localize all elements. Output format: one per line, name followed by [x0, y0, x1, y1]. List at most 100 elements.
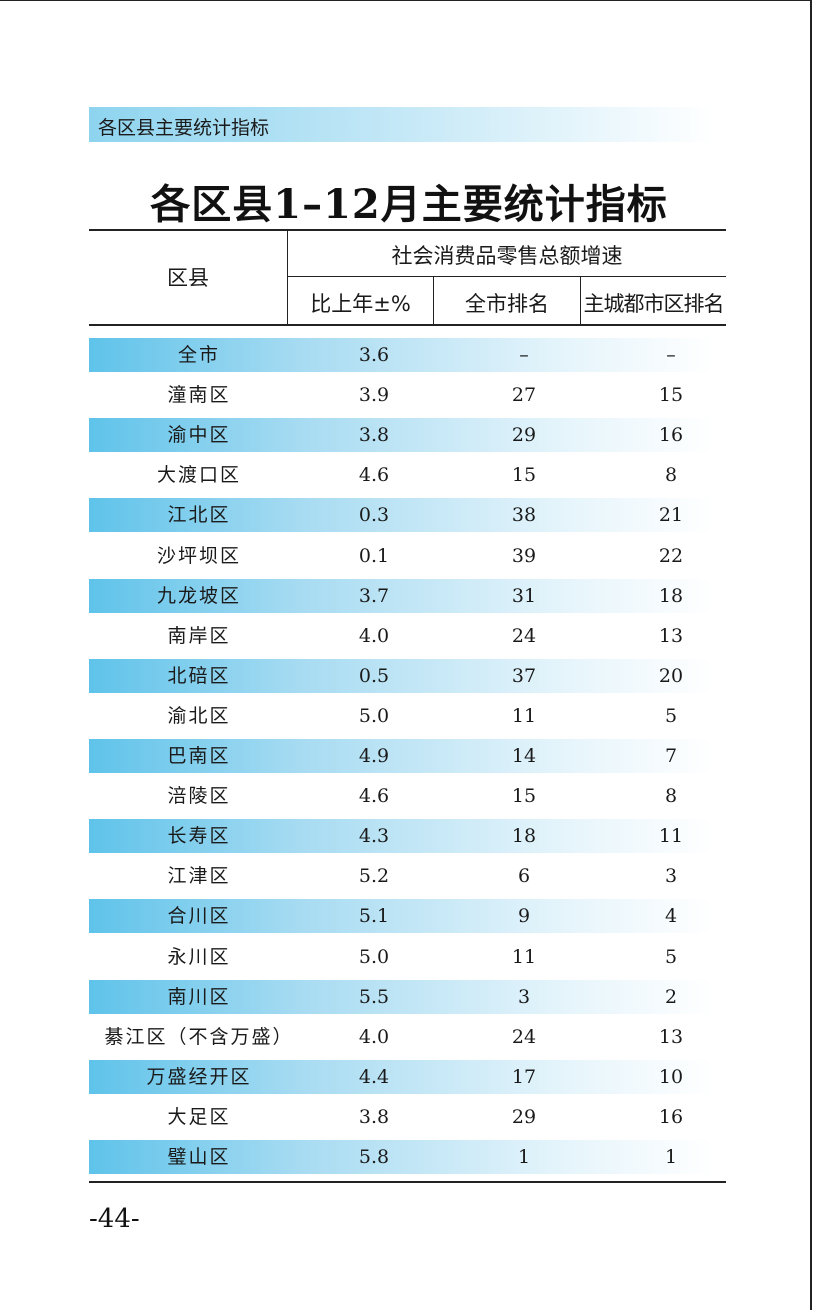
urban-rank-cell: 11 [658, 825, 684, 847]
page-number: -44- [89, 1204, 140, 1234]
table-row: 渝北区 5.0 11 5 [89, 699, 726, 733]
city-rank-cell: 31 [511, 585, 537, 607]
row-shading [89, 1140, 714, 1174]
row-shading [89, 418, 714, 452]
table-row: 合川区 5.1 9 4 [89, 899, 726, 933]
urban-rank-cell: 5 [664, 705, 678, 727]
yoy-cell: 3.8 [358, 424, 390, 446]
urban-rank-cell: 22 [658, 545, 684, 567]
district-cell: 江北区 [167, 504, 231, 526]
urban-rank-cell: 7 [664, 745, 678, 767]
city-rank-cell: 3 [517, 986, 531, 1008]
city-rank-cell: 29 [511, 424, 537, 446]
urban-rank-cell: 13 [658, 625, 684, 647]
table-bottom-rule [89, 1181, 726, 1183]
city-rank-cell: 29 [511, 1106, 537, 1128]
city-rank-cell: 24 [511, 625, 537, 647]
yoy-cell: 5.1 [358, 905, 390, 927]
header-retail-growth: 社会消费品零售总额增速 [391, 244, 623, 268]
table-title: 各区县1–12月主要统计指标 [150, 181, 668, 228]
city-rank-cell: 15 [511, 785, 537, 807]
city-rank-cell: 6 [517, 865, 531, 887]
city-rank-cell: 24 [511, 1026, 537, 1048]
urban-rank-cell: 15 [658, 384, 684, 406]
city-rank-cell: 1 [517, 1146, 531, 1168]
urban-rank-cell: 16 [658, 424, 684, 446]
yoy-cell: 3.9 [358, 384, 390, 406]
yoy-cell: 0.1 [358, 545, 390, 567]
table-row: 永川区 5.0 11 5 [89, 940, 726, 974]
district-cell: 沙坪坝区 [156, 545, 241, 567]
yoy-cell: 5.8 [358, 1146, 390, 1168]
header-bottom-rule [89, 324, 726, 326]
urban-rank-cell: 20 [658, 665, 684, 687]
urban-rank-cell: 21 [658, 504, 684, 526]
yoy-cell: 4.6 [358, 464, 390, 486]
yoy-cell: 3.8 [358, 1106, 390, 1128]
table-row: 綦江区（不含万盛） 4.0 24 13 [89, 1020, 726, 1054]
table-row: 巴南区 4.9 14 7 [89, 739, 726, 773]
district-cell: 万盛经开区 [146, 1066, 252, 1088]
yoy-cell: 3.6 [358, 344, 390, 366]
urban-rank-cell: 10 [658, 1066, 684, 1088]
section-header-band: 各区县主要统计指标 [89, 107, 714, 142]
row-shading [89, 498, 714, 532]
district-cell: 涪陵区 [167, 785, 231, 807]
yoy-cell: 5.0 [358, 946, 390, 968]
table-row: 涪陵区 4.6 15 8 [89, 779, 726, 813]
header-divider-1 [287, 230, 288, 325]
header-divider-2 [433, 277, 434, 325]
city-rank-cell: 37 [511, 665, 537, 687]
district-cell: 大足区 [167, 1106, 231, 1128]
row-shading [89, 659, 714, 693]
yoy-cell: 0.5 [358, 665, 390, 687]
header-city-rank: 全市排名 [465, 292, 549, 316]
city-rank-cell: 18 [511, 825, 537, 847]
urban-rank-cell: – [666, 344, 676, 366]
row-shading [89, 739, 714, 773]
table-row: 大渡口区 4.6 15 8 [89, 458, 726, 492]
city-rank-cell: 14 [511, 745, 537, 767]
district-cell: 永川区 [167, 946, 231, 968]
urban-rank-cell: 13 [658, 1026, 684, 1048]
table-top-rule [89, 229, 726, 231]
yoy-cell: 4.4 [358, 1066, 390, 1088]
district-cell: 全市 [177, 344, 220, 366]
city-rank-cell: 11 [511, 705, 537, 727]
urban-rank-cell: 18 [658, 585, 684, 607]
table-row: 渝中区 3.8 29 16 [89, 418, 726, 452]
row-shading [89, 899, 714, 933]
district-cell: 南岸区 [167, 625, 231, 647]
urban-rank-cell: 1 [664, 1146, 678, 1168]
group-header-rule [287, 276, 726, 277]
header-urban-rank: 主城都市区排名 [583, 292, 725, 316]
table-row: 长寿区 4.3 18 11 [89, 819, 726, 853]
yoy-cell: 5.0 [358, 705, 390, 727]
district-cell: 大渡口区 [156, 464, 241, 486]
urban-rank-cell: 2 [664, 986, 678, 1008]
header-divider-3 [580, 277, 581, 325]
district-cell: 北碚区 [167, 665, 231, 687]
yoy-cell: 4.9 [358, 745, 390, 767]
district-cell: 江津区 [167, 865, 231, 887]
table-row: 北碚区 0.5 37 20 [89, 659, 726, 693]
city-rank-cell: – [519, 344, 529, 366]
table-row: 潼南区 3.9 27 15 [89, 378, 726, 412]
yoy-cell: 4.6 [358, 785, 390, 807]
city-rank-cell: 9 [517, 905, 531, 927]
row-shading [89, 1060, 714, 1094]
row-shading [89, 338, 714, 372]
city-rank-cell: 15 [511, 464, 537, 486]
section-header: 各区县主要统计指标 [98, 117, 270, 139]
urban-rank-cell: 4 [664, 905, 678, 927]
district-cell: 渝北区 [167, 705, 231, 727]
city-rank-cell: 27 [511, 384, 537, 406]
district-cell: 合川区 [167, 905, 231, 927]
urban-rank-cell: 16 [658, 1106, 684, 1128]
table-row: 大足区 3.8 29 16 [89, 1100, 726, 1134]
row-shading [89, 819, 714, 853]
yoy-cell: 5.2 [358, 865, 390, 887]
table-row: 江津区 5.2 6 3 [89, 859, 726, 893]
table-row: 南川区 5.5 3 2 [89, 980, 726, 1014]
